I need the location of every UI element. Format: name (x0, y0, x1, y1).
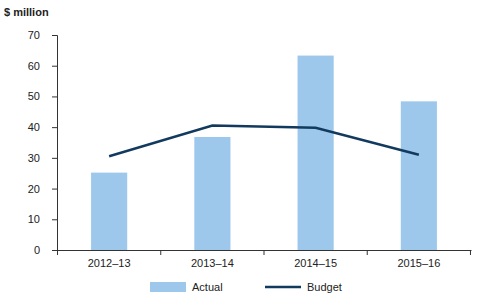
x-tick-label: 2014–15 (294, 257, 337, 269)
y-tick-label: 20 (28, 183, 40, 195)
x-separator (264, 250, 265, 255)
y-tick-mark (52, 158, 57, 159)
y-tick-label: 40 (28, 121, 40, 133)
x-tick-label: 2012–13 (88, 257, 131, 269)
plot: 0 10 20 30 40 50 60 70 2012–13 2013–14 2014–15 2015… (28, 29, 472, 269)
x-separator (160, 250, 161, 255)
chart: 0 10 20 30 40 50 60 70 2012–13 2013–14 2014–15 2015… (0, 0, 477, 303)
legend-label: Budget (307, 281, 342, 293)
legend-item: Actual (150, 281, 223, 293)
y-tick: 60 (28, 60, 57, 72)
y-tick-label: 30 (28, 152, 40, 164)
y-tick-mark (52, 250, 57, 251)
y-tick: 0 (34, 244, 57, 256)
y-tick: 10 (28, 213, 57, 225)
y-tick-mark (52, 66, 57, 67)
y-tick: 40 (28, 121, 57, 133)
bar (91, 173, 127, 250)
legend: Actual Budget (150, 281, 342, 293)
x-tick: 2014–15 (294, 250, 337, 269)
data-area (91, 56, 437, 250)
y-tick: 30 (28, 152, 57, 164)
x-separator (367, 250, 368, 255)
x-axis: 2012–13 2013–14 2014–15 2015–16 (58, 250, 472, 269)
x-tick: 2013–14 (191, 250, 234, 269)
y-tick-label: 50 (28, 90, 40, 102)
legend-swatch (265, 286, 301, 289)
y-tick-mark (52, 35, 57, 36)
legend-item: Budget (265, 281, 342, 293)
line (109, 126, 419, 157)
x-tick: 2012–13 (88, 250, 131, 269)
bar (298, 56, 334, 250)
x-tick-label: 2015–16 (397, 257, 440, 269)
x-tick: 2015–16 (397, 250, 440, 269)
legend-swatch (150, 282, 186, 292)
y-tick-mark (52, 189, 57, 190)
y-tick: 20 (28, 183, 57, 195)
y-axis: 0 10 20 30 40 50 60 70 (28, 29, 58, 256)
x-separator (57, 250, 58, 255)
y-tick-mark (52, 127, 57, 128)
y-tick-mark (52, 96, 57, 97)
x-separator (470, 250, 471, 255)
y-tick: 70 (28, 29, 57, 41)
y-tick-label: 70 (28, 29, 40, 41)
x-tick-label: 2013–14 (191, 257, 234, 269)
y-tick-mark (52, 219, 57, 220)
y-tick-label: 0 (34, 244, 40, 256)
y-tick-label: 60 (28, 60, 40, 72)
y-tick-label: 10 (28, 213, 40, 225)
y-tick: 50 (28, 90, 57, 102)
legend-label: Actual (192, 281, 223, 293)
bar (194, 137, 230, 250)
y-axis-title: $ million (4, 6, 49, 18)
y-axis-line (52, 36, 58, 251)
bar (401, 101, 437, 250)
